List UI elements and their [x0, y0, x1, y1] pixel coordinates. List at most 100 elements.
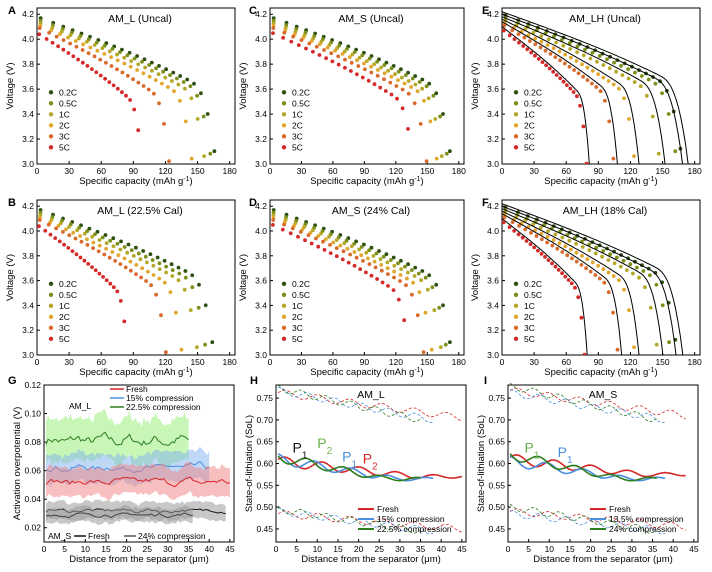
data-point-5C — [576, 295, 581, 300]
data-point-0.2C — [219, 208, 223, 212]
data-point-1C — [163, 75, 168, 80]
data-point-0.5C — [352, 241, 357, 246]
y-tick-label: 4.2 — [22, 201, 34, 211]
data-point-2C — [434, 156, 439, 161]
data-point-3C — [67, 233, 72, 238]
x-tick-label: 60 — [328, 166, 338, 176]
data-point-0.5C — [157, 261, 162, 266]
data-point-0.2C — [391, 255, 396, 260]
data-point-1C — [118, 247, 123, 252]
y-tick-label: 4.0 — [487, 34, 499, 44]
x-tick-label: 45 — [225, 544, 235, 554]
data-point-3C — [558, 58, 562, 63]
data-point-2C — [409, 85, 413, 89]
data-point-3C — [379, 268, 384, 273]
data-point-0.2C — [377, 249, 381, 253]
x-axis-label-end: ) — [655, 367, 658, 378]
x-tick-label: 150 — [190, 357, 204, 367]
data-point-1C — [632, 80, 637, 84]
data-point-3C — [572, 68, 576, 72]
legend-label: 15% compression — [126, 393, 194, 403]
data-point-3C — [615, 347, 620, 352]
data-point-5C — [516, 232, 521, 237]
data-point-0.2C — [87, 226, 92, 231]
data-point-1C — [138, 257, 143, 262]
data-point-0.5C — [367, 56, 372, 61]
data-point-2C — [429, 347, 434, 352]
panel-title: AM_S (Uncal) — [338, 13, 403, 25]
x-axis-label-end: ) — [655, 176, 658, 187]
data-point-5C — [378, 85, 383, 90]
data-point-0.5C — [210, 402, 214, 406]
data-point-0.5C — [170, 268, 175, 272]
data-point-3C — [562, 61, 567, 66]
legend-label: 5C — [59, 334, 70, 344]
data-point-1C — [406, 79, 411, 83]
data-point-5C — [37, 32, 42, 37]
data-point-0.5C — [352, 50, 357, 54]
legend-marker — [281, 101, 287, 106]
y-axis-label: Activation overpotential (V) — [12, 407, 23, 521]
data-point-3C — [602, 280, 607, 285]
data-point-0.5C — [183, 275, 188, 280]
legend-label: 5C — [59, 142, 70, 152]
data-point-5C — [528, 242, 533, 247]
legend-label: 3C — [524, 323, 535, 333]
data-point-1C — [183, 86, 187, 91]
data-point-2C — [153, 78, 158, 82]
data-point-3C — [131, 77, 136, 82]
data-point-2C — [405, 276, 409, 281]
data-point-3C — [367, 262, 372, 266]
data-point-5C — [575, 94, 579, 99]
data-point-0.5C — [382, 63, 387, 67]
legend-marker — [513, 314, 519, 319]
x-tick-label: 10 — [545, 544, 555, 554]
data-point-1C — [538, 225, 543, 230]
data-point-0.5C — [403, 73, 408, 77]
data-point-0.5C — [201, 114, 206, 119]
data-point-0.5C — [605, 57, 609, 62]
data-point-3C — [37, 26, 42, 30]
data-point-5C — [543, 255, 547, 259]
y-tick-label: 0.02 — [24, 523, 41, 533]
legend-label: 2C — [292, 120, 303, 130]
data-point-3C — [282, 30, 287, 35]
data-point-5C — [50, 40, 55, 45]
panel-title: AM_LH (Uncal) — [569, 13, 641, 25]
data-point-5C — [316, 244, 321, 249]
data-point-3C — [109, 64, 114, 68]
y-tick-label: 0.50 — [256, 502, 273, 512]
data-point-0.5C — [417, 80, 422, 84]
legend-label: Fresh — [377, 504, 399, 514]
data-point-0.2C — [406, 262, 410, 267]
data-point-5C — [566, 278, 571, 282]
data-point-0.2C — [384, 252, 389, 257]
data-point-0.5C — [196, 305, 201, 310]
legend-marker — [281, 123, 287, 128]
data-point-1C — [85, 39, 89, 44]
legend-label: 22.5% compression — [377, 524, 452, 534]
y-tick-label: 0.45 — [256, 524, 273, 534]
x-tick-label: 20 — [354, 544, 364, 554]
data-point-5C — [61, 47, 66, 52]
data-point-3C — [382, 77, 386, 82]
panel-C: 0 30 60 90 120 150 180 3.0 3.2 3.4 3.6 3.8 4.0 4.2 Spe… — [238, 5, 466, 187]
data-point-3C — [354, 255, 359, 260]
data-point-2C — [78, 234, 82, 238]
data-point-5C — [529, 50, 534, 55]
legend-marker — [48, 134, 54, 139]
data-point-3C — [597, 276, 602, 281]
data-point-1C — [143, 65, 148, 70]
data-point-5C — [66, 246, 71, 250]
y-tick-label: 0.65 — [488, 437, 505, 447]
data-point-5C — [507, 225, 512, 230]
data-point-5C — [296, 234, 300, 239]
data-point-2C — [110, 250, 115, 254]
data-point-0.5C — [635, 265, 639, 270]
data-point-2C — [116, 253, 121, 258]
data-point-3C — [154, 292, 159, 297]
data-point-1C — [67, 225, 71, 229]
data-point-1C — [648, 305, 653, 310]
data-point-3C — [61, 230, 65, 234]
data-point-1C — [357, 55, 362, 60]
